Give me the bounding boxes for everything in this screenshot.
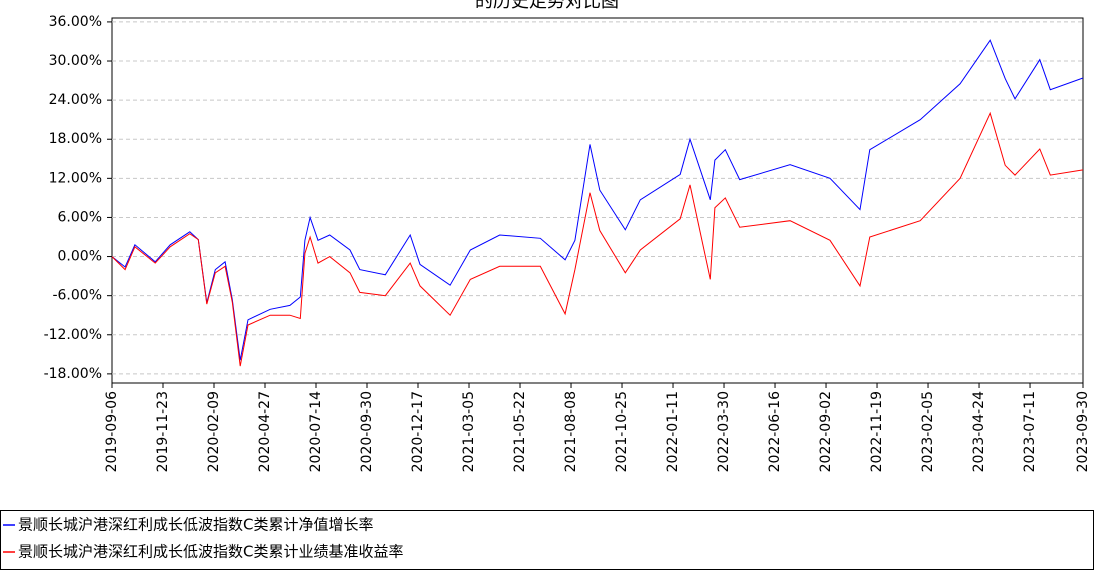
x-tick-label: 2022-03-30 <box>716 391 732 472</box>
legend-label: 景顺长城沪港深红利成长低波指数C类累计净值增长率 <box>18 516 373 534</box>
y-tick-label: -12.00% <box>44 327 102 343</box>
series-line <box>111 111 1084 367</box>
x-tick-label: 2022-01-11 <box>665 391 681 472</box>
x-tick-label: 2019-09-06 <box>104 391 120 472</box>
x-tick-label: 2021-03-05 <box>461 391 477 472</box>
x-tick-label: 2020-12-17 <box>410 391 426 472</box>
y-tick-label: -6.00% <box>52 288 102 304</box>
x-tick-label: 2021-08-08 <box>563 391 579 472</box>
y-tick-label: -18.00% <box>44 366 102 382</box>
x-tick-label: 2022-06-16 <box>767 391 783 472</box>
y-tick-label: 24.00% <box>49 92 102 108</box>
x-tick-label: 2023-04-24 <box>971 391 987 472</box>
y-tick-label: 6.00% <box>58 209 102 225</box>
legend-label: 景顺长城沪港深红利成长低波指数C类累计业绩基准收益率 <box>18 543 403 561</box>
y-tick-label: 36.00% <box>49 14 102 30</box>
x-tick-label: 2020-02-09 <box>206 391 222 472</box>
chart-title: 的历史走势对比图 <box>475 0 619 12</box>
y-tick-label: 12.00% <box>49 170 102 186</box>
y-tick-label: 0.00% <box>58 249 102 265</box>
x-tick-label: 2022-11-19 <box>869 391 885 472</box>
y-tick-label: 18.00% <box>49 131 102 147</box>
x-tick-label: 2021-05-22 <box>512 391 528 472</box>
x-tick-label: 2023-09-30 <box>1075 391 1091 472</box>
x-tick-label: 2023-02-05 <box>920 391 936 472</box>
x-tick-label: 2020-07-14 <box>308 391 324 472</box>
x-tick-label: 2022-09-02 <box>818 391 834 472</box>
x-tick-label: 2019-11-23 <box>155 391 171 472</box>
x-tick-label: 2021-10-25 <box>614 391 630 472</box>
x-tick-label: 2020-04-27 <box>257 391 273 472</box>
x-tick-label: 2023-07-11 <box>1022 391 1038 472</box>
series-line <box>111 39 1084 361</box>
x-tick-label: 2020-09-30 <box>359 391 375 472</box>
plot-frame <box>111 17 1084 384</box>
y-tick-label: 30.00% <box>49 53 102 69</box>
